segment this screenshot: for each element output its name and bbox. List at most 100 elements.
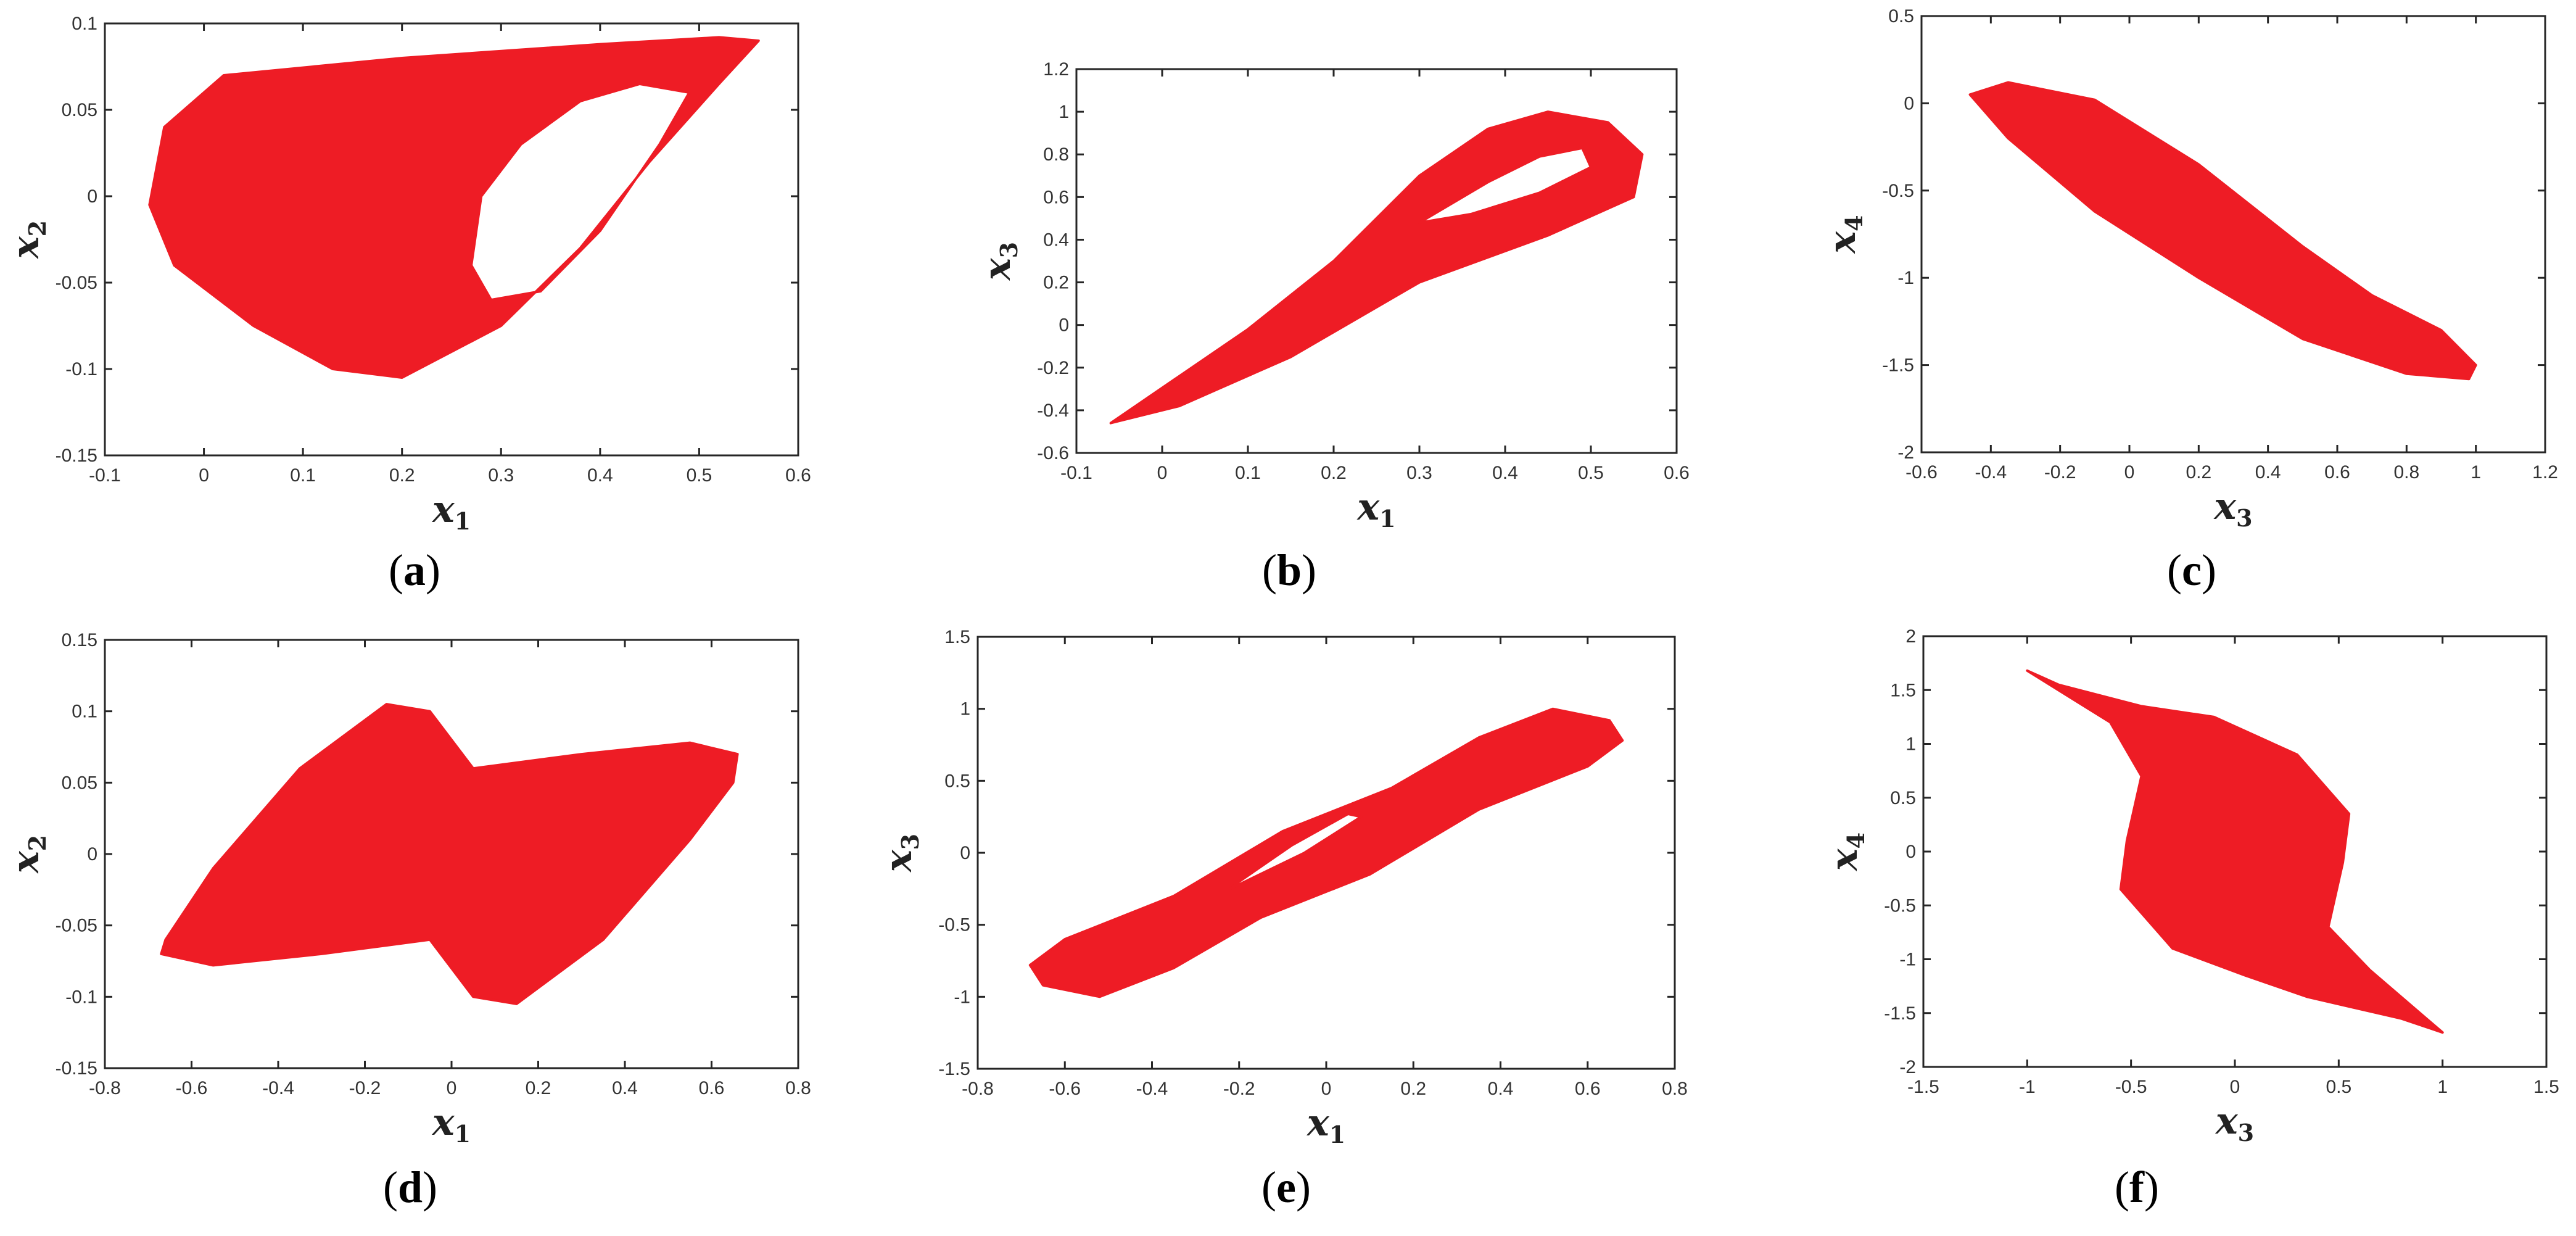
x-tick-label: 0.8 bbox=[2393, 462, 2419, 483]
x-tick-label: -0.6 bbox=[1905, 462, 1938, 483]
y-tick-label: 0.15 bbox=[62, 630, 97, 650]
y-tick-label: 0.8 bbox=[1043, 144, 1069, 165]
y-tick-label: -0.5 bbox=[938, 915, 970, 935]
attractor-trajectory-c bbox=[1968, 81, 2477, 381]
panel-e: -0.8 -0.6 -0.4 -0.2 0 0.2 0.4 0.6 0.8 -1.5 -1 -0.5 0… bbox=[877, 627, 1688, 1212]
y-axis-label-b: x3 bbox=[976, 242, 1023, 281]
x-axis-label-c: x3 bbox=[2213, 485, 2252, 532]
y-axis-label-f: x4 bbox=[1823, 832, 1870, 872]
y-tick-label: -0.6 bbox=[1037, 443, 1069, 463]
x-tick-label: 0.2 bbox=[1321, 463, 1347, 483]
attractor-trajectory-b bbox=[1109, 110, 1644, 425]
x-tick-label: 0.6 bbox=[699, 1078, 725, 1098]
y-tick-label: -0.05 bbox=[56, 273, 97, 293]
x-tick-label: 1 bbox=[2471, 462, 2481, 483]
x-tick-label: -0.1 bbox=[89, 465, 121, 486]
x-tick-label: 0.1 bbox=[1235, 463, 1261, 483]
axes-frame-a bbox=[104, 22, 799, 457]
x-axis-label-a: x1 bbox=[431, 488, 471, 535]
y-tick-label: -2 bbox=[1899, 1057, 1916, 1077]
y-tick-label: -0.4 bbox=[1037, 400, 1069, 421]
y-tick-label: 1.5 bbox=[1890, 680, 1916, 700]
caption-f: (f) bbox=[2115, 1163, 2159, 1212]
x-tick-label: -0.4 bbox=[1975, 462, 2007, 483]
panel-d: -0.8 -0.6 -0.4 -0.2 0 0.2 0.4 0.6 0.8 -0.15 -0.1 -0… bbox=[4, 630, 811, 1212]
caption-d: (d) bbox=[383, 1163, 437, 1212]
y-tick-label: 0.5 bbox=[944, 771, 970, 791]
x-tick-label: 0.4 bbox=[587, 465, 613, 486]
x-tick-label: 0 bbox=[2124, 462, 2135, 483]
x-axis-label-f: x3 bbox=[2215, 1100, 2254, 1147]
x-tick-label: 0.5 bbox=[687, 465, 712, 486]
y-tick-label: 1 bbox=[1905, 734, 1916, 755]
x-tick-label: 0.6 bbox=[785, 465, 811, 486]
y-tick-label: 0.05 bbox=[62, 100, 97, 120]
x-tick-label: 0.6 bbox=[1575, 1079, 1601, 1099]
x-tick-label: -0.2 bbox=[349, 1078, 381, 1098]
x-tick-label: 0.5 bbox=[1578, 463, 1604, 483]
x-tick-label: 0.2 bbox=[526, 1078, 551, 1098]
x-tick-label: -0.5 bbox=[2115, 1077, 2147, 1097]
y-tick-label: -1 bbox=[1899, 950, 1916, 970]
x-tick-label: -0.1 bbox=[1060, 463, 1092, 483]
x-tick-label: -0.4 bbox=[262, 1078, 294, 1098]
y-tick-label: 0 bbox=[1905, 842, 1916, 862]
y-tick-label: 0 bbox=[1059, 315, 1069, 336]
axes-frame-c bbox=[1920, 15, 2546, 454]
y-tick-label: -0.5 bbox=[1882, 181, 1914, 201]
x-tick-label: 1.2 bbox=[2532, 462, 2558, 483]
y-tick-label: -0.15 bbox=[56, 446, 97, 466]
y-tick-label: 1 bbox=[1059, 102, 1069, 122]
attractor-trajectory-d bbox=[160, 703, 739, 1005]
x-tick-label: -0.8 bbox=[962, 1079, 994, 1099]
x-tick-label: 0.2 bbox=[1400, 1079, 1426, 1099]
x-tick-label: 0.5 bbox=[2326, 1077, 2351, 1097]
x-tick-label: 1 bbox=[2437, 1077, 2448, 1097]
y-tick-label: -0.15 bbox=[56, 1058, 97, 1079]
panel-b: -0.1 0 0.1 0.2 0.3 0.4 0.5 0.6 -0.6 -0.4 -0.2 0 0.2 0… bbox=[976, 59, 1690, 595]
caption-c: (c) bbox=[2167, 545, 2216, 595]
x-tick-label: 0.6 bbox=[1664, 463, 1690, 483]
y-tick-label: 0 bbox=[87, 186, 97, 207]
x-tick-label: -0.2 bbox=[2044, 462, 2076, 483]
y-tick-label: -1.5 bbox=[938, 1059, 970, 1079]
y-axis-label-e: x3 bbox=[877, 834, 924, 873]
x-tick-label: 0.2 bbox=[2186, 462, 2211, 483]
y-tick-label: -0.1 bbox=[65, 987, 97, 1007]
x-tick-label: 0.1 bbox=[290, 465, 316, 486]
y-tick-label: -0.5 bbox=[1884, 895, 1916, 916]
caption-a: (a) bbox=[389, 545, 440, 595]
x-tick-label: 0.3 bbox=[488, 465, 514, 486]
x-tick-label: 0.2 bbox=[389, 465, 415, 486]
x-tick-label: -0.2 bbox=[1223, 1079, 1255, 1099]
y-tick-label: -2 bbox=[1897, 442, 1914, 463]
x-axis-label-b: x1 bbox=[1356, 486, 1395, 533]
x-tick-label: -0.6 bbox=[176, 1078, 208, 1098]
x-tick-label: 0.8 bbox=[1662, 1079, 1688, 1099]
y-tick-label: -0.05 bbox=[56, 916, 97, 936]
x-tick-label: 0 bbox=[1321, 1079, 1332, 1099]
attractor-trajectory-f bbox=[2026, 669, 2444, 1034]
panel-c: -0.6 -0.4 -0.2 0 0.2 0.4 0.6 0.8 1 1.2 -2 -1.5 -1 -0.… bbox=[1821, 6, 2558, 595]
y-tick-label: 1.5 bbox=[944, 627, 970, 647]
x-tick-label: 0.4 bbox=[2255, 462, 2281, 483]
x-tick-label: -0.4 bbox=[1136, 1079, 1168, 1099]
caption-e: (e) bbox=[1261, 1163, 1311, 1212]
x-tick-label: 0.4 bbox=[1488, 1079, 1514, 1099]
y-tick-label: 0.1 bbox=[72, 14, 97, 34]
x-axis-label-d: x1 bbox=[431, 1101, 471, 1148]
x-tick-label: 0 bbox=[447, 1078, 457, 1098]
y-tick-label: -1.5 bbox=[1884, 1003, 1916, 1024]
axes-frame-b bbox=[1075, 68, 1678, 454]
x-tick-label: -1 bbox=[2019, 1077, 2036, 1097]
x-tick-label: 0.4 bbox=[1492, 463, 1518, 483]
y-axis-label-d: x2 bbox=[4, 835, 51, 874]
x-tick-label: 1.5 bbox=[2533, 1077, 2559, 1097]
y-tick-label: 0.4 bbox=[1043, 230, 1069, 250]
y-tick-label: 0 bbox=[87, 844, 97, 865]
attractor-trajectory-a bbox=[148, 36, 760, 379]
y-tick-label: 0.1 bbox=[72, 702, 97, 722]
y-tick-label: 1.2 bbox=[1043, 59, 1069, 80]
x-tick-label: 0.3 bbox=[1406, 463, 1432, 483]
y-tick-label: 0 bbox=[1904, 93, 1914, 114]
